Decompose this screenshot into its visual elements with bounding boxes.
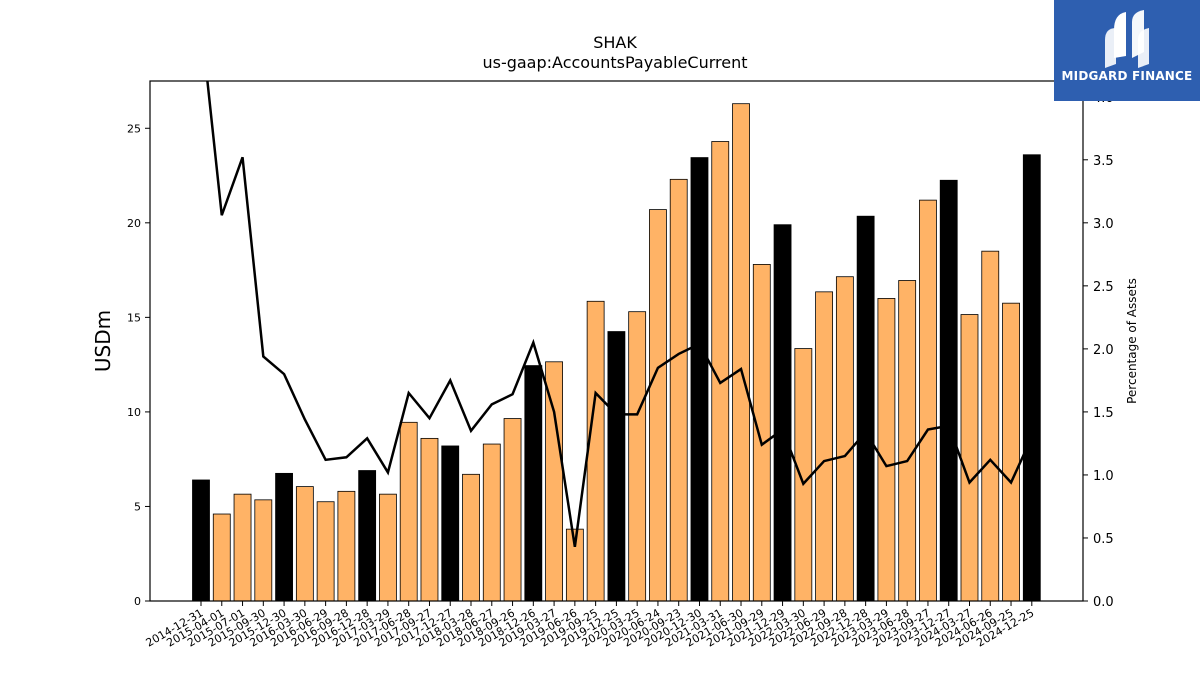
bar [607,331,626,602]
y2-tick-label: 2.0 [1093,343,1114,358]
bar [669,178,688,602]
bar [420,437,439,602]
y2-tick-label: 0.5 [1093,532,1114,547]
y2-tick-label: 0.0 [1093,595,1114,610]
bar [524,365,543,602]
y2-tick-label: 3.0 [1093,217,1114,232]
bar [690,157,709,602]
bar [835,276,854,602]
bar [275,472,293,602]
bar [898,280,917,602]
bar [316,501,335,602]
y-tick-label: 10 [127,406,141,419]
bar [358,470,377,602]
bar [649,209,667,602]
y2-tick-label: 1.0 [1093,469,1114,484]
bar [628,311,647,602]
bar [482,443,501,602]
y-tick-label: 5 [134,500,141,513]
bar [960,314,979,602]
bar [295,486,314,602]
bar [233,493,252,602]
bar [732,103,750,602]
bar [794,348,813,602]
bar [939,179,958,602]
y2-tick-label: 3.5 [1093,154,1114,169]
bar [545,361,563,602]
bar [212,513,231,602]
bar [379,493,397,602]
bar [254,499,273,602]
series-line [206,81,1033,547]
y-tick-label: 20 [127,217,141,230]
bar [399,421,418,602]
y2-tick-label: 1.5 [1093,406,1114,421]
bar [773,224,792,602]
bar [981,250,1000,602]
chart-title: SHAK [593,33,637,52]
bar [503,418,522,602]
bar [752,264,771,602]
y-tick-label: 25 [127,122,141,135]
bar [337,490,356,602]
bar [1022,154,1041,602]
y2-axis-label: Percentage of Assets [1125,278,1139,404]
bar [877,298,896,602]
bar [441,445,460,602]
bar [462,473,480,602]
y-tick-label: 15 [127,311,141,324]
y2-tick-label: 2.5 [1093,280,1114,295]
y-tick-label: 0 [134,595,141,608]
bar [815,291,833,602]
y-axis-label: USDm [91,310,115,372]
logo-mark-icon [1105,10,1149,68]
bar [1002,302,1020,602]
bar [192,479,210,602]
bar [856,215,875,602]
brand-logo: MIDGARD FINANCE [1054,0,1200,101]
logo-text: MIDGARD FINANCE [1061,69,1193,83]
bar [586,300,605,602]
bar [919,199,937,602]
chart-subtitle: us-gaap:AccountsPayableCurrent [482,53,748,72]
